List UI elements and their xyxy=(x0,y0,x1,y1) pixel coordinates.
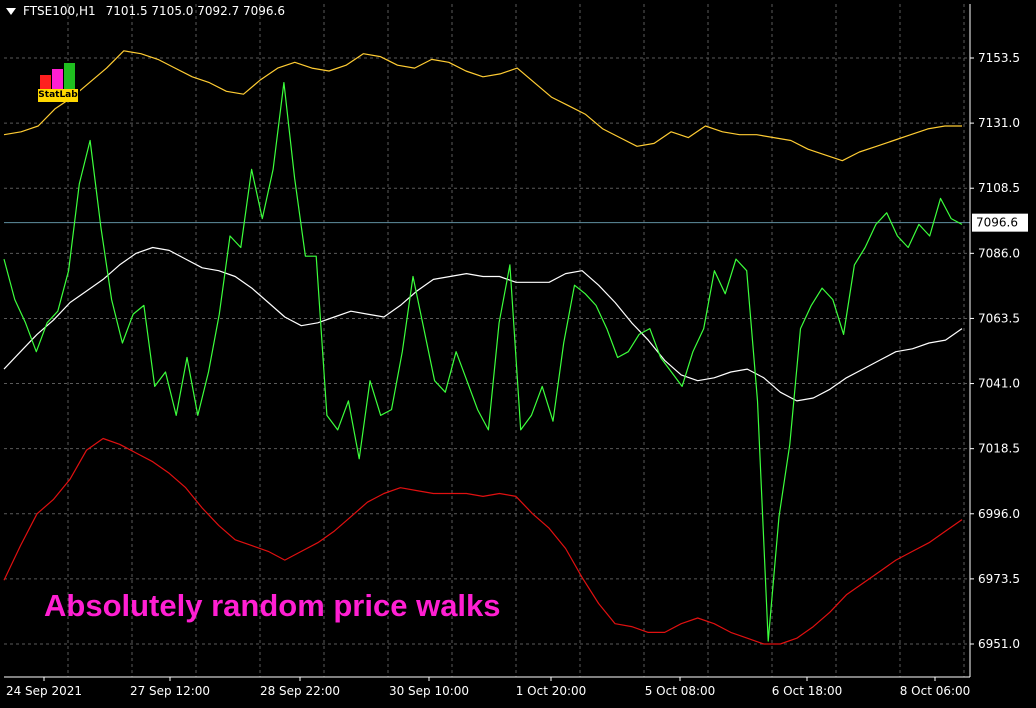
x-tick-label: 6 Oct 18:00 xyxy=(772,684,843,698)
y-tick-label: 7108.5 xyxy=(978,181,1020,195)
y-tick-label: 7086.0 xyxy=(978,246,1020,260)
y-tick-label: 6951.0 xyxy=(978,637,1020,651)
upper-series-line xyxy=(3,50,962,162)
y-tick-label: 7131.0 xyxy=(978,116,1020,130)
axes: 7153.5 7131.0 7108.5 7086.0 7063.5 7041.0 7018… xyxy=(4,4,1028,698)
series-layer xyxy=(3,50,970,645)
x-tick-label: 24 Sep 2021 xyxy=(6,684,82,698)
y-tick-label: 7018.5 xyxy=(978,442,1020,456)
statlab-logo: StatLab xyxy=(38,62,80,102)
y-tick-label: 7041.0 xyxy=(978,377,1020,391)
x-tick-label: 28 Sep 22:00 xyxy=(260,684,340,698)
chevron-down-icon[interactable] xyxy=(6,7,16,15)
x-tick-label: 8 Oct 06:00 xyxy=(900,684,971,698)
current-price-marker xyxy=(972,213,1028,232)
price-series-line xyxy=(3,81,963,642)
annotation-text: Absolutely random price walks xyxy=(44,588,501,623)
ohlc-label: 7101.5 7105.0 7092.7 7096.6 xyxy=(105,4,286,18)
grid xyxy=(4,4,970,677)
current-price-label: 7096.6 xyxy=(976,216,1018,230)
lower-series-line xyxy=(3,437,963,645)
logo-text: StatLab xyxy=(38,89,78,102)
y-tick-label: 7153.5 xyxy=(978,51,1020,65)
x-tick-label: 5 Oct 08:00 xyxy=(645,684,716,698)
x-tick-label: 27 Sep 12:00 xyxy=(130,684,210,698)
y-tick-label: 7063.5 xyxy=(978,311,1020,325)
chart-header: FTSE100,H1 7101.5 7105.0 7092.7 7096.6 xyxy=(6,4,285,18)
y-tick-label: 6973.5 xyxy=(978,572,1020,586)
y-tick-label: 6996.0 xyxy=(978,507,1020,521)
middle-series-line xyxy=(3,246,963,402)
x-tick-label: 30 Sep 10:00 xyxy=(389,684,469,698)
x-tick-label: 1 Oct 20:00 xyxy=(516,684,587,698)
symbol-label: FTSE100,H1 xyxy=(23,4,96,18)
